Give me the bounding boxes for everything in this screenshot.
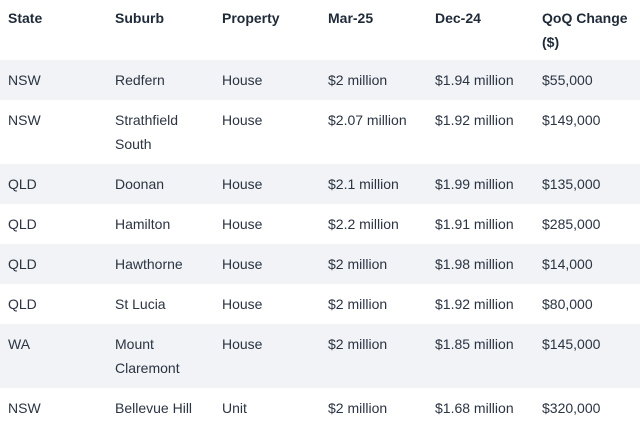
table-header: State Suburb Property Mar-25 Dec-24 QoQ …	[0, 0, 640, 60]
cell-mar-25: $2 million	[320, 284, 427, 324]
cell-state: NSW	[0, 388, 107, 428]
cell-mar-25: $2.1 million	[320, 164, 427, 204]
header-property: Property	[222, 10, 280, 26]
cell-property: House	[214, 100, 320, 164]
cell-suburb: Mount Claremont	[107, 324, 214, 388]
cell-qoq-change: $320,000	[534, 388, 640, 428]
cell-suburb: Bellevue Hill	[107, 388, 214, 428]
cell-mar-25: $2.07 million	[320, 100, 427, 164]
header-qoq-change: QoQ Change ($)	[542, 10, 628, 50]
table-row: NSW Bellevue Hill Unit $2 million $1.68 …	[0, 388, 640, 428]
cell-suburb: St Lucia	[107, 284, 214, 324]
cell-state: WA	[0, 324, 107, 388]
cell-dec-24: $1.91 million	[427, 204, 534, 244]
table-row: WA Mount Claremont House $2 million $1.8…	[0, 324, 640, 388]
table-row: NSW Redfern House $2 million $1.94 milli…	[0, 60, 640, 100]
cell-dec-24: $1.68 million	[427, 388, 534, 428]
table-row: QLD Doonan House $2.1 million $1.99 mill…	[0, 164, 640, 204]
cell-qoq-change: $145,000	[534, 324, 640, 388]
cell-dec-24: $1.98 million	[427, 244, 534, 284]
cell-qoq-change: $149,000	[534, 100, 640, 164]
table-row: QLD St Lucia House $2 million $1.92 mill…	[0, 284, 640, 324]
cell-state: QLD	[0, 284, 107, 324]
cell-property: House	[214, 244, 320, 284]
table-row: NSW Strathfield South House $2.07 millio…	[0, 100, 640, 164]
cell-state: NSW	[0, 60, 107, 100]
cell-property: House	[214, 204, 320, 244]
cell-property: Unit	[214, 388, 320, 428]
cell-dec-24: $1.94 million	[427, 60, 534, 100]
cell-qoq-change: $285,000	[534, 204, 640, 244]
header-dec-24: Dec-24	[435, 10, 481, 26]
cell-suburb: Strathfield South	[107, 100, 214, 164]
cell-mar-25: $2 million	[320, 324, 427, 388]
header-mar-25: Mar-25	[328, 10, 374, 26]
cell-mar-25: $2 million	[320, 244, 427, 284]
cell-qoq-change: $80,000	[534, 284, 640, 324]
cell-state: NSW	[0, 100, 107, 164]
cell-mar-25: $2.2 million	[320, 204, 427, 244]
cell-suburb: Hawthorne	[107, 244, 214, 284]
cell-dec-24: $1.85 million	[427, 324, 534, 388]
cell-property: House	[214, 60, 320, 100]
cell-mar-25: $2 million	[320, 60, 427, 100]
header-state: State	[8, 10, 43, 26]
cell-property: House	[214, 164, 320, 204]
header-row: State Suburb Property Mar-25 Dec-24 QoQ …	[0, 0, 640, 60]
cell-property: House	[214, 284, 320, 324]
cell-qoq-change: $135,000	[534, 164, 640, 204]
cell-suburb: Redfern	[107, 60, 214, 100]
cell-suburb: Hamilton	[107, 204, 214, 244]
table-row: QLD Hawthorne House $2 million $1.98 mil…	[0, 244, 640, 284]
cell-qoq-change: $14,000	[534, 244, 640, 284]
cell-qoq-change: $55,000	[534, 60, 640, 100]
cell-suburb: Doonan	[107, 164, 214, 204]
cell-state: QLD	[0, 164, 107, 204]
cell-property: House	[214, 324, 320, 388]
header-suburb: Suburb	[115, 10, 164, 26]
cell-state: QLD	[0, 204, 107, 244]
cell-dec-24: $1.92 million	[427, 100, 534, 164]
cell-mar-25: $2 million	[320, 388, 427, 428]
cell-state: QLD	[0, 244, 107, 284]
table-row: QLD Hamilton House $2.2 million $1.91 mi…	[0, 204, 640, 244]
cell-dec-24: $1.99 million	[427, 164, 534, 204]
cell-dec-24: $1.92 million	[427, 284, 534, 324]
table-body: NSW Redfern House $2 million $1.94 milli…	[0, 60, 640, 428]
